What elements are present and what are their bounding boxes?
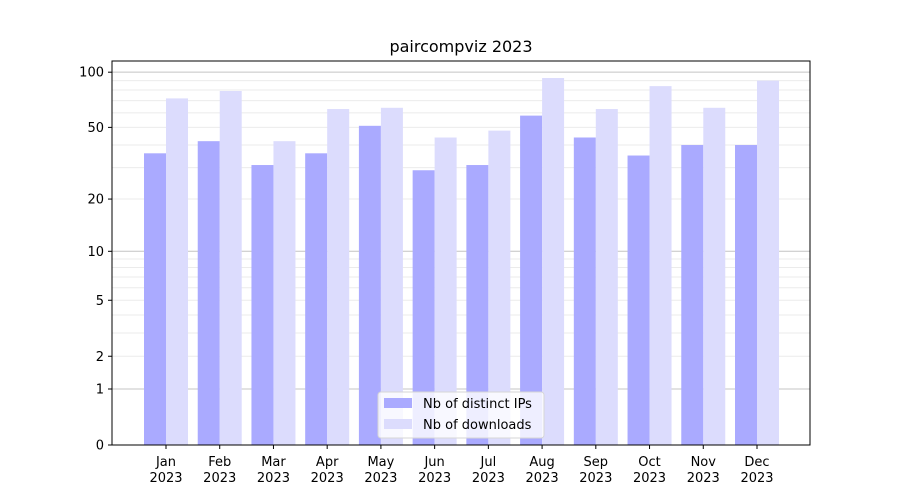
bar-downloads [219, 91, 242, 446]
y-tick-label: 2 [96, 350, 104, 365]
bar-distinct-ips [144, 153, 166, 445]
bar-downloads [595, 109, 618, 445]
x-tick-label: Feb 2023 [203, 455, 236, 486]
bar-distinct-ips [466, 165, 489, 445]
legend-box [377, 391, 545, 439]
y-tick-label: 100 [79, 66, 104, 81]
x-tick-label: Aug 2023 [526, 455, 559, 486]
x-tick-label: Nov 2023 [687, 455, 720, 486]
x-tick-label: May 2023 [364, 455, 397, 486]
bar-downloads [542, 77, 565, 445]
bar-distinct-ips [627, 155, 650, 445]
bar-downloads [273, 141, 296, 445]
legend-label: Nb of downloads [423, 418, 532, 433]
x-tick-label: Oct 2023 [633, 455, 666, 486]
x-tick-label: Jun 2023 [418, 455, 451, 486]
y-tick-label: 0 [96, 439, 104, 454]
x-tick-label: Jul 2023 [472, 455, 505, 486]
legend-swatch [384, 419, 412, 429]
plot-frame [111, 60, 811, 446]
y-tick-label: 50 [87, 121, 104, 136]
bar-distinct-ips [735, 145, 757, 446]
x-tick-label: Dec 2023 [740, 455, 773, 486]
bar-distinct-ips [681, 145, 704, 446]
bar-distinct-ips [573, 137, 596, 445]
y-tick-label: 20 [87, 193, 104, 208]
bar-downloads [380, 107, 403, 445]
x-tick-label: Mar 2023 [257, 455, 290, 486]
bar-distinct-ips [520, 115, 543, 446]
bar-distinct-ips [251, 165, 274, 445]
y-tick-label: 1 [96, 383, 104, 398]
bar-distinct-ips [412, 170, 435, 445]
x-tick-label: Sep 2023 [579, 455, 612, 486]
bar-downloads [703, 107, 726, 445]
bar-downloads [327, 109, 350, 445]
chart-title: paircompviz 2023 [389, 37, 532, 56]
legend-swatch [384, 398, 412, 408]
bar-downloads [166, 98, 188, 446]
y-tick-label: 5 [96, 294, 104, 309]
bar-downloads [488, 130, 511, 445]
bar-distinct-ips [197, 141, 220, 445]
legend: Nb of distinct IPs Nb of downloads [377, 391, 545, 439]
y-tick-label: 10 [87, 245, 104, 260]
bar-downloads [434, 137, 457, 445]
bar-downloads [649, 86, 672, 445]
x-tick-label: Apr 2023 [311, 455, 344, 486]
x-tick-label: Jan 2023 [149, 455, 182, 486]
bar-distinct-ips [358, 125, 381, 445]
bar-downloads [757, 80, 779, 446]
bar-distinct-ips [305, 153, 328, 445]
legend-label: Nb of distinct IPs [423, 397, 532, 412]
